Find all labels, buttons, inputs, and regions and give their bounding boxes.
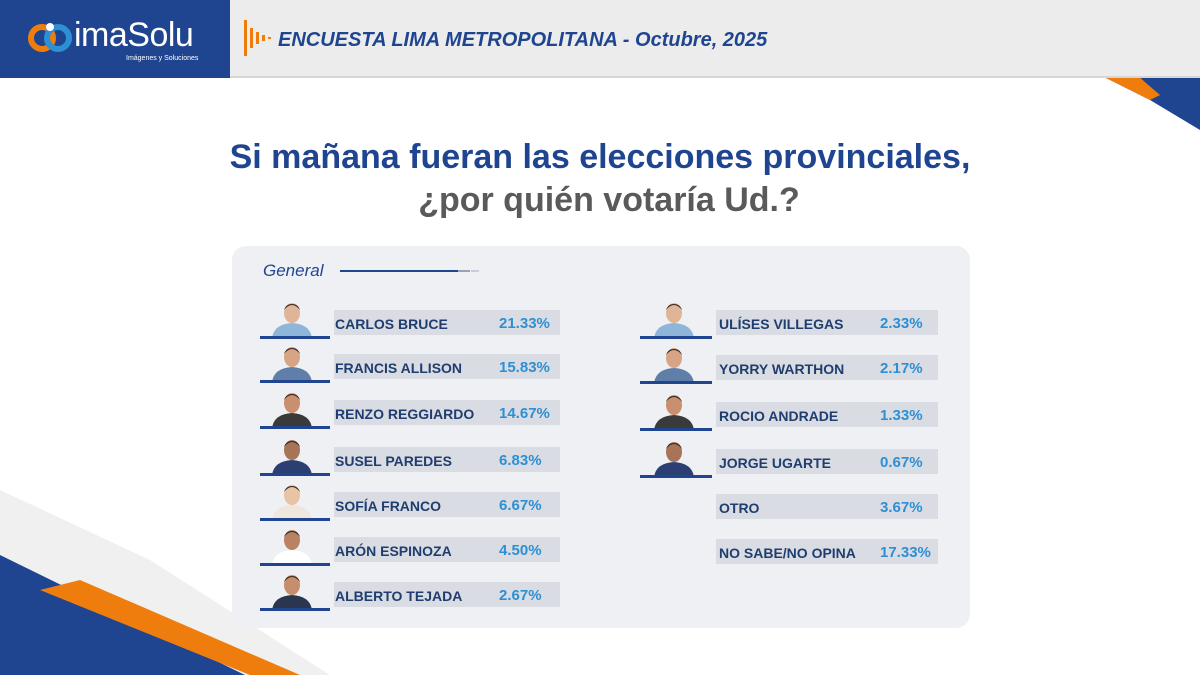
result-row: RENZO REGGIARDO 14.67% — [260, 388, 590, 432]
candidate-name: RENZO REGGIARDO — [335, 406, 475, 422]
photo-underline — [260, 563, 330, 566]
photo-underline — [640, 336, 712, 339]
section-divider — [340, 270, 458, 272]
vote-percentage: 4.50% — [499, 542, 542, 559]
logo-tagline: Imágenes y Soluciones — [126, 55, 199, 62]
result-row: ALBERTO TEJADA 2.67% — [260, 570, 590, 614]
result-bar — [334, 400, 560, 425]
result-bar — [716, 494, 938, 519]
candidate-name: ALBERTO TEJADA — [335, 588, 463, 604]
candidate-photo — [272, 530, 312, 565]
result-row: JORGE UGARTE 0.67% — [640, 437, 970, 481]
result-bar — [334, 582, 560, 607]
result-bar — [716, 449, 938, 474]
vote-percentage: 17.33% — [880, 544, 931, 561]
result-bar — [334, 354, 560, 379]
result-row: FRANCIS ALLISON 15.83% — [260, 342, 590, 386]
candidate-name: ULÍSES VILLEGAS — [719, 316, 844, 332]
result-row: OTRO 3.67% — [640, 482, 970, 526]
candidate-name: YORRY WARTHON — [719, 361, 845, 377]
result-row: SOFÍA FRANCO 6.67% — [260, 480, 590, 524]
vote-percentage: 6.67% — [499, 497, 542, 514]
candidate-name: ARÓN ESPINOZA — [335, 543, 452, 559]
vote-percentage: 2.33% — [880, 315, 923, 332]
result-row: SUSEL PAREDES 6.83% — [260, 435, 590, 479]
result-bar — [334, 447, 560, 472]
vote-percentage: 0.67% — [880, 454, 923, 471]
vote-percentage: 1.33% — [880, 407, 923, 424]
result-bar — [716, 310, 938, 335]
result-row: ULÍSES VILLEGAS 2.33% — [640, 298, 970, 342]
result-bar — [716, 539, 938, 564]
candidate-photo — [272, 575, 312, 610]
photo-underline — [640, 475, 712, 478]
photo-underline — [640, 428, 712, 431]
candidate-name: JORGE UGARTE — [719, 455, 832, 471]
candidate-photo — [654, 303, 694, 338]
result-bar — [334, 310, 560, 335]
candidate-photo — [272, 303, 312, 338]
vote-percentage: 2.67% — [499, 587, 542, 604]
result-bar — [716, 355, 938, 380]
result-row: YORRY WARTHON 2.17% — [640, 343, 970, 387]
photo-underline — [260, 380, 330, 383]
candidate-photo — [272, 393, 312, 428]
question-line-1: Si mañana fueran las elecciones provinci… — [229, 138, 971, 176]
candidate-name: ROCIO ANDRADE — [719, 408, 839, 424]
logo: imaSolu Imágenes y Soluciones — [0, 0, 230, 78]
logo-icon — [28, 23, 72, 52]
result-bar — [334, 537, 560, 562]
vote-percentage: 6.83% — [499, 452, 542, 469]
vote-percentage: 2.17% — [880, 360, 923, 377]
header-bar: imaSolu Imágenes y Soluciones ENCUESTA L… — [0, 0, 1200, 78]
candidate-photo — [654, 395, 694, 430]
logo-name: imaSolu — [74, 16, 194, 54]
result-bar — [334, 492, 560, 517]
candidate-photo — [654, 348, 694, 383]
photo-underline — [640, 381, 712, 384]
candidate-name: FRANCIS ALLISON — [335, 360, 463, 376]
result-bar — [716, 402, 938, 427]
candidate-name: SUSEL PAREDES — [335, 453, 452, 469]
vote-percentage: 14.67% — [499, 405, 550, 422]
candidate-name: OTRO — [719, 500, 760, 516]
results-card: General CARLOS BRUCE 21.33% FRANCIS ALLISO… — [232, 246, 970, 628]
question-title: Si mañana fueran las elecciones provinci… — [0, 136, 1200, 222]
vote-percentage: 3.67% — [880, 499, 923, 516]
result-row: NO SABE/NO OPINA 17.33% — [640, 527, 970, 571]
vote-percentage: 21.33% — [499, 315, 550, 332]
result-row: ARÓN ESPINOZA 4.50% — [260, 525, 590, 569]
photo-underline — [260, 473, 330, 476]
photo-underline — [260, 518, 330, 521]
survey-title: ENCUESTA LIMA METROPOLITANA - Octubre, 2… — [278, 29, 768, 51]
photo-underline — [260, 336, 330, 339]
result-row: ROCIO ANDRADE 1.33% — [640, 390, 970, 434]
question-line-2: ¿por quién votaría Ud.? — [418, 181, 800, 219]
photo-underline — [260, 426, 330, 429]
sound-wave-icon — [244, 20, 271, 56]
candidate-photo — [272, 485, 312, 520]
section-label: General — [263, 261, 324, 280]
result-row: CARLOS BRUCE 21.33% — [260, 298, 590, 342]
candidate-name: NO SABE/NO OPINA — [719, 545, 856, 561]
photo-underline — [260, 608, 330, 611]
candidate-name: SOFÍA FRANCO — [335, 498, 442, 514]
vote-percentage: 15.83% — [499, 359, 550, 376]
candidate-photo — [272, 440, 312, 475]
candidate-photo — [272, 347, 312, 382]
section-divider-dot — [471, 270, 479, 272]
candidate-photo — [654, 442, 694, 477]
candidate-name: CARLOS BRUCE — [335, 316, 448, 332]
section-divider-dash — [458, 270, 470, 272]
